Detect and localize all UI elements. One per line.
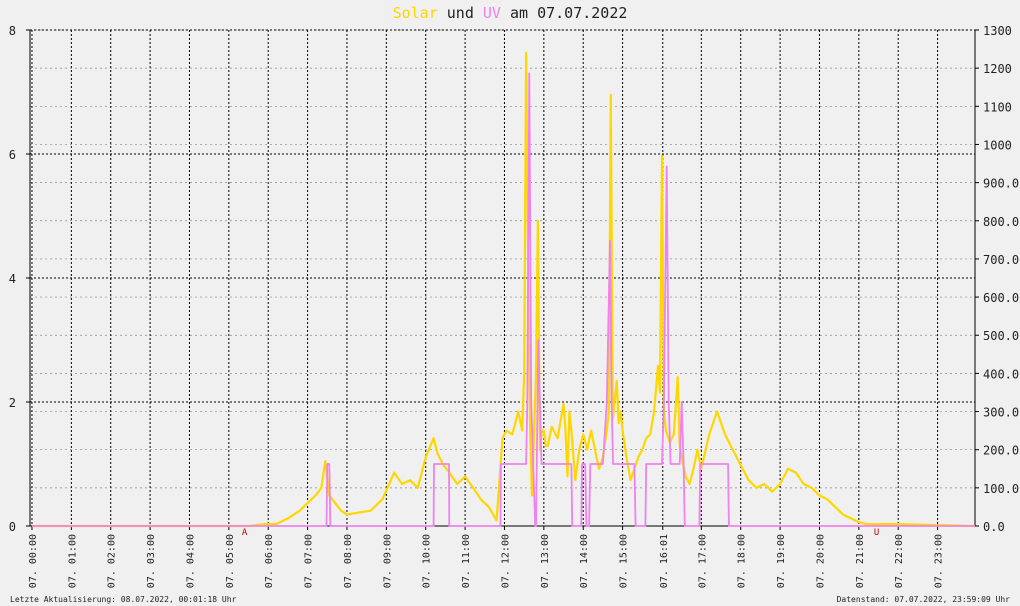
left-tick-label: 8: [9, 24, 16, 38]
x-tick-label: 07. 23:00: [934, 534, 945, 588]
x-tick-label: 07. 17:00: [697, 534, 708, 588]
right-tick-label: 500.0: [983, 329, 1019, 343]
x-tick-label: 07. 03:00: [146, 534, 157, 588]
x-tick-label: 07. 10:00: [422, 534, 433, 588]
right-tick-label: 1000: [983, 138, 1012, 152]
title-date: 07.07.2022: [537, 4, 628, 22]
right-tick-label: 900.0: [983, 177, 1019, 191]
x-tick-label: 07. 13:00: [540, 534, 551, 588]
right-tick-label: 300.0: [983, 406, 1019, 420]
x-tick-label: 07. 09:00: [382, 534, 393, 588]
x-tick-label: 07. 07:00: [304, 534, 315, 588]
x-tick-label: 07. 11:00: [461, 534, 472, 588]
x-tick-label: 07. 08:00: [343, 534, 354, 588]
right-tick-label: 1300: [983, 24, 1012, 38]
x-tick-label: 07. 00:00: [28, 534, 39, 588]
series-lines: [32, 51, 976, 528]
series-uv-line: [32, 72, 975, 527]
axes: [26, 29, 979, 530]
right-tick-label: 700.0: [983, 253, 1019, 267]
x-tick-label: 07. 19:00: [776, 534, 787, 588]
x-tick-label: 07. 16:01: [659, 534, 670, 588]
last-update-text: Letzte Aktualisierung: 08.07.2022, 00:01…: [10, 595, 237, 604]
title-solar-word: Solar: [392, 4, 438, 22]
x-tick-label: 07. 21:00: [855, 534, 866, 588]
x-tick-label: 07. 12:00: [500, 534, 511, 588]
right-tick-label: 1100: [983, 100, 1012, 114]
x-tick-label: 07. 02:00: [107, 534, 118, 588]
left-tick-label: 2: [9, 396, 16, 410]
marker-u: U: [874, 528, 879, 538]
right-tick-label: 100.0: [983, 482, 1019, 496]
left-tick-label: 6: [9, 148, 16, 162]
chart-title: Solar und UV am 07.07.2022: [0, 4, 1020, 22]
x-tick-label: 07. 20:00: [815, 534, 826, 588]
x-tick-label: 07. 06:00: [264, 534, 275, 588]
right-tick-label: 200.0: [983, 444, 1019, 458]
tick-labels: 0 2 4 6 8 0.0 100.0 200.0 300.0 400.0 500.0 600.0 70…: [9, 24, 1019, 588]
x-tick-label: 07. 05:00: [225, 534, 236, 588]
x-tick-label: 07. 01:00: [67, 534, 78, 588]
right-tick-label: 800.0: [983, 215, 1019, 229]
x-tick-label: 07. 18:00: [737, 534, 748, 588]
right-tick-label: 400.0: [983, 367, 1019, 381]
marker-a: A: [242, 528, 248, 538]
series-solar-line: [32, 51, 976, 528]
right-tick-label: 1200: [983, 62, 1012, 76]
x-tick-label: 07. 14:00: [579, 534, 590, 588]
right-tick-label: 600.0: [983, 291, 1019, 305]
x-tick-label: 07. 04:00: [185, 534, 196, 588]
data-state-text: Datenstand: 07.07.2022, 23:59:09 Uhr: [836, 595, 1010, 604]
left-tick-label: 0: [9, 520, 16, 534]
title-uv-word: UV: [482, 4, 501, 22]
left-tick-label: 4: [9, 272, 16, 286]
title-am-word: am: [510, 4, 529, 22]
x-tick-label: 07. 15:00: [619, 534, 630, 588]
x-tick-label: 07. 22:00: [894, 534, 905, 588]
title-und-word: und: [446, 4, 474, 22]
right-tick-label: 0.0: [983, 520, 1005, 534]
